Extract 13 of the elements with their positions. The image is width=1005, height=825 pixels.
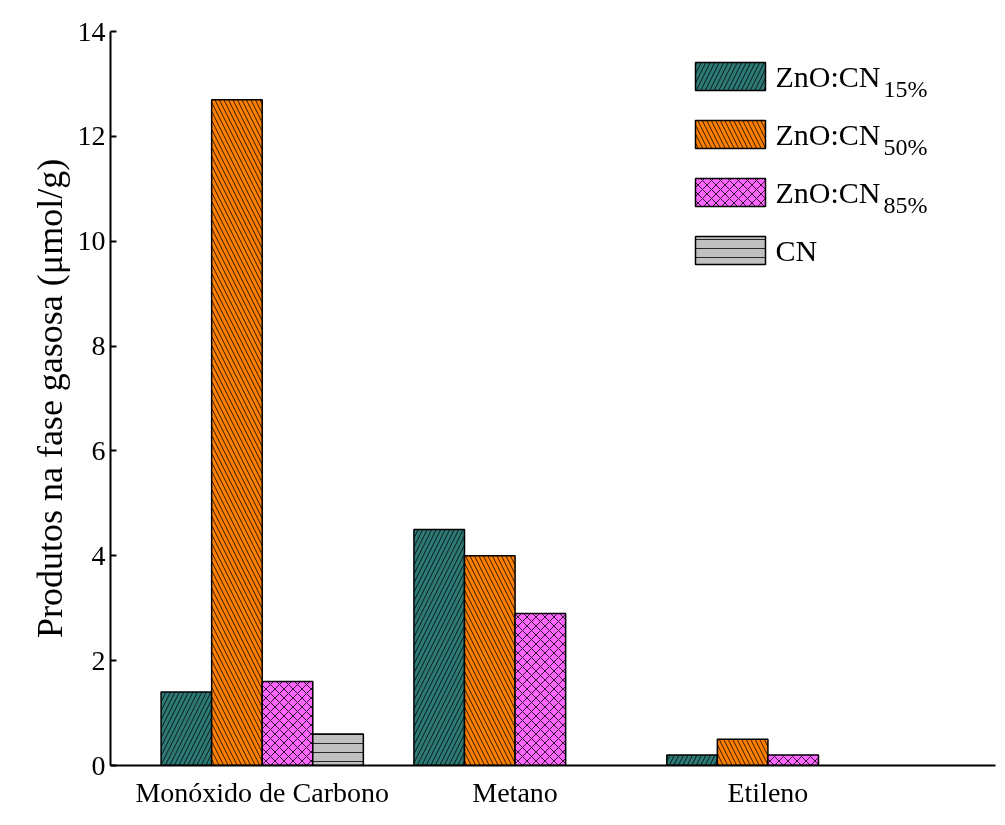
- y-axis-title: Produtos na fase gasosa (μmol/g): [29, 158, 70, 639]
- y-tick-label: 0: [91, 749, 106, 781]
- y-tick-label: 6: [91, 434, 106, 466]
- y-tick-label: 4: [91, 539, 106, 571]
- y-tick-label: 8: [91, 330, 106, 362]
- y-tick-label: 10: [77, 225, 106, 257]
- x-tick-label: Etileno: [727, 776, 809, 808]
- y-tick-label: 12: [77, 120, 106, 152]
- y-tick-label: 14: [77, 15, 106, 47]
- legend-label: CN: [775, 234, 818, 267]
- x-tick-label: Metano: [472, 776, 558, 808]
- x-tick-label: Monóxido de Carbono: [135, 776, 389, 808]
- y-tick-label: 2: [91, 644, 106, 676]
